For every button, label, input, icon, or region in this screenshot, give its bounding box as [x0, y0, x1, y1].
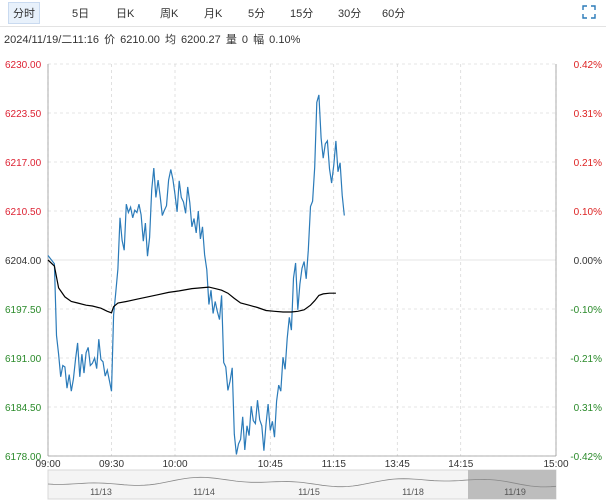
tab-intraday[interactable]: 分时 [8, 2, 40, 24]
time-axis: 09:00 09:30 10:00 10:45 11:15 13:45 14:15 15:00 [35, 459, 568, 470]
tab-weekly-k[interactable]: 周K [160, 8, 179, 20]
navigator-date-label: 11/14 [193, 487, 215, 497]
vol-label: 量 [225, 34, 237, 46]
time-tick-label: 11:15 [322, 459, 347, 470]
time-tick-label: 10:00 [162, 459, 187, 470]
tab-15min[interactable]: 15分 [290, 8, 314, 20]
period-tabs: 分时 5日 日K 周K 月K 5分 15分 30分 60分 [0, 0, 606, 27]
navigator-date-label: 11/18 [402, 487, 424, 497]
percent-tick-label: 0.42% [574, 60, 602, 71]
chart-lines [47, 94, 345, 455]
time-tick-label: 14:15 [448, 459, 473, 470]
percent-axis: 0.42% 0.31% 0.21% 0.10% 0.00% -0.10% -0.21% 0.3… [570, 60, 602, 463]
avg-label: 均 [164, 34, 176, 46]
price-tick-label: 6204.00 [5, 256, 42, 267]
price-tick-label: 6210.50 [5, 207, 42, 218]
tab-monthly-k[interactable]: 月K [204, 8, 223, 20]
navigator-date-label: 11/19 [504, 487, 526, 497]
percent-tick-label: 0.10% [574, 207, 602, 218]
percent-tick-label: 0.00% [574, 256, 602, 267]
time-tick-label: 09:00 [35, 459, 60, 470]
time-tick-label: 09:30 [99, 459, 124, 470]
change-label: 幅 [253, 34, 265, 46]
avg-value: 6200.27 [181, 34, 221, 46]
intraday-chart[interactable]: 6230.00 6223.50 6217.00 6210.50 6204.00 6197.… [0, 52, 606, 503]
price-tick-label: 6217.00 [5, 158, 42, 169]
percent-tick-label: 0.21% [574, 158, 602, 169]
change-value: 0.10% [269, 34, 301, 46]
tab-5min[interactable]: 5分 [248, 8, 266, 20]
tab-daily-k[interactable]: 日K [116, 8, 135, 20]
price-tick-label: 6197.50 [5, 305, 42, 316]
tab-30min[interactable]: 30分 [338, 8, 362, 20]
fullscreen-icon[interactable] [582, 5, 596, 19]
price-label: 价 [104, 34, 116, 46]
price-tick-label: 6178.00 [5, 452, 42, 463]
vol-value: 0 [241, 34, 249, 46]
percent-tick-label: -0.42% [570, 452, 602, 463]
navigator-date-label: 11/15 [298, 487, 320, 497]
quote-info-bar: 2024/11/19/二11:16 价 6210.00 均 6200.27 量 … [4, 31, 302, 47]
date-navigator[interactable]: 11/13 11/14 11/15 11/18 11/19 [47, 469, 557, 500]
average-line [47, 259, 336, 314]
navigator-trend [47, 476, 557, 488]
navigator-date-label: 11/13 [90, 487, 112, 497]
price-axis: 6230.00 6223.50 6217.00 6210.50 6204.00 6197.… [5, 60, 42, 463]
price-tick-label: 6230.00 [5, 60, 42, 71]
price-tick-label: 6191.00 [5, 354, 42, 365]
tab-5day[interactable]: 5日 [72, 8, 90, 20]
chart-grid [47, 63, 557, 457]
price-tick-label: 6223.50 [5, 109, 42, 120]
time-tick-label: 15:00 [543, 459, 568, 470]
percent-tick-label: -0.10% [570, 305, 602, 316]
percent-tick-label: -0.21% [570, 354, 602, 365]
navigator-selection [468, 470, 556, 499]
price-line [47, 94, 345, 455]
time-tick-label: 10:45 [258, 459, 283, 470]
percent-tick-label: 0.31% [574, 109, 602, 120]
percent-tick-label: 0.31% [574, 403, 602, 414]
tab-60min[interactable]: 60分 [382, 8, 406, 20]
quote-datetime: 2024/11/19/二11:16 [4, 34, 100, 46]
time-tick-label: 13:45 [385, 459, 410, 470]
price-tick-label: 6184.50 [5, 403, 42, 414]
price-value: 6210.00 [120, 34, 160, 46]
